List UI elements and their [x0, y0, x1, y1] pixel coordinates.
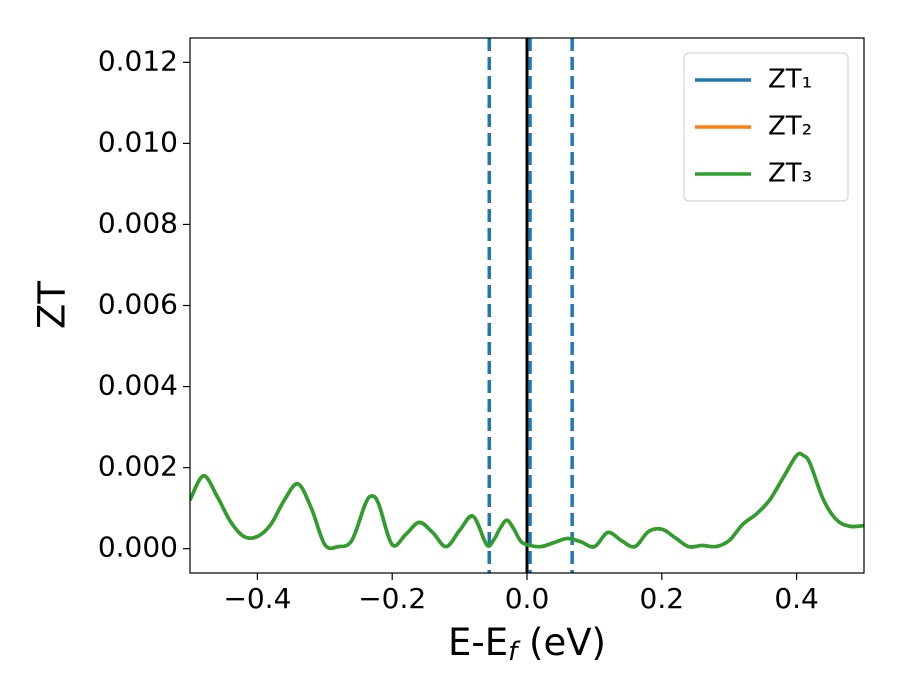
legend-label: ZT₃ — [768, 159, 812, 189]
plot-frame — [189, 37, 865, 574]
y-tick-label: 0.004 — [98, 369, 178, 402]
y-tick-label: 0.010 — [98, 125, 178, 158]
x-label-unit: (eV) — [517, 621, 606, 664]
y-tick-label: 0.012 — [98, 44, 178, 77]
x-tick-label: −0.2 — [358, 582, 426, 615]
legend-frame — [683, 52, 849, 202]
series-line — [190, 451, 864, 551]
y-tick-label: 0.002 — [98, 450, 178, 483]
x-tick-label: 0.4 — [774, 582, 819, 615]
x-tick-label: 0.0 — [505, 582, 550, 615]
plot-area — [190, 38, 864, 573]
legend: ZT₁ ZT₂ ZT₃ — [683, 52, 849, 202]
y-tick-label: 0.008 — [98, 206, 178, 239]
legend-label: ZT₂ — [768, 112, 812, 142]
x-tick-label: −0.4 — [223, 582, 291, 615]
x-label-main: E-E — [448, 621, 508, 664]
y-tick-label: 0.006 — [98, 288, 178, 321]
legend-label: ZT₁ — [768, 65, 812, 95]
y-tick-label: 0.000 — [98, 531, 178, 564]
x-tick-label: 0.2 — [640, 582, 685, 615]
y-axis-label: ZT — [31, 281, 74, 329]
x-axis-label: E-Ef (eV) — [448, 621, 606, 667]
